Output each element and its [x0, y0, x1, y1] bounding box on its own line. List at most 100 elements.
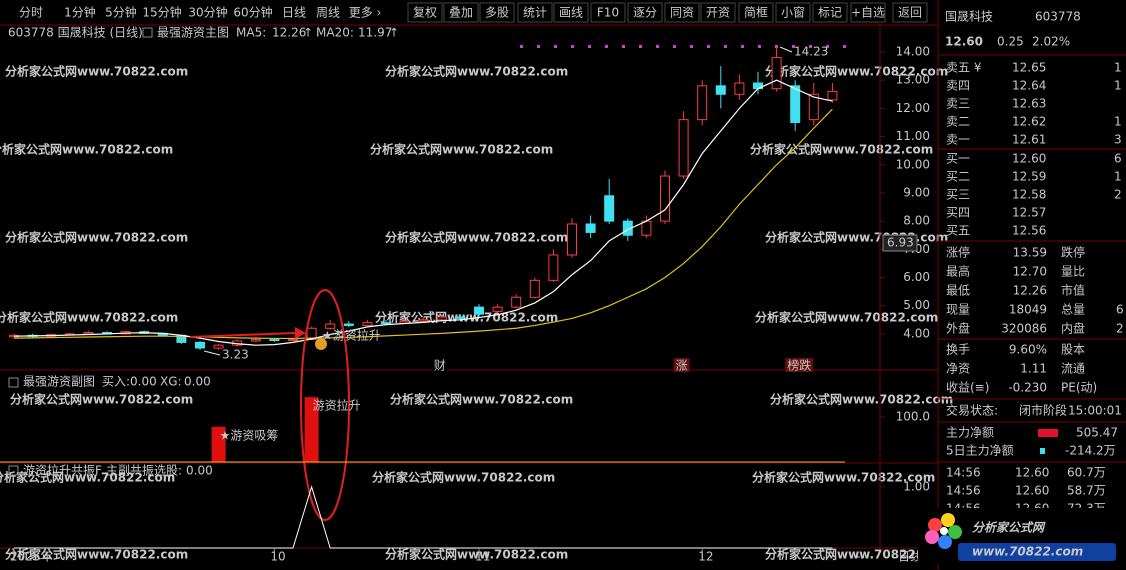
- toolbar-button[interactable]: [443, 2, 479, 23]
- candle-body: [790, 85, 801, 123]
- candle-body: [83, 332, 94, 335]
- candle-body: [269, 339, 280, 342]
- candle-body: [492, 306, 503, 312]
- logo-url-bg: [958, 543, 1116, 561]
- watermark: 分析家公式网www.70822.com: [0, 142, 173, 157]
- toolbar-button-label[interactable]: 叠加: [449, 6, 473, 20]
- period-tab[interactable]: 15分钟: [142, 5, 181, 20]
- highlight-ring: [300, 289, 350, 521]
- watermark: 分析家公式网www.70822.com: [755, 310, 938, 325]
- stock-name: 国晟科技: [945, 10, 993, 24]
- watermark: 分析家公式网www.70822.com: [0, 470, 175, 485]
- signal-label: ★游资拉升: [322, 328, 381, 343]
- signal-bar: [304, 397, 319, 462]
- y-tick-label: 10.00: [896, 157, 930, 171]
- icon: [142, 27, 153, 38]
- y-tick-label: 1.00: [903, 479, 930, 493]
- toolbar-button-label[interactable]: 返回: [898, 6, 922, 20]
- ma5-arrow: ↑: [303, 26, 313, 40]
- ma20-value: 11.97: [358, 26, 392, 40]
- toolbar-button-label[interactable]: 复权: [413, 6, 437, 20]
- logo-url: www.70822.com: [972, 545, 1083, 559]
- toolbar-button[interactable]: [407, 2, 443, 23]
- toolbar-button-label[interactable]: 逐分: [633, 6, 657, 20]
- toolbar-button[interactable]: [517, 2, 553, 23]
- book-volume: 6: [1114, 152, 1122, 166]
- candle-body: [715, 85, 726, 95]
- resonance-line: [14, 485, 833, 549]
- stat-value: 13.59: [1013, 246, 1047, 260]
- watermark: 分析家公式网www.70822.com: [385, 230, 568, 245]
- stat-value: 9.60%: [1009, 343, 1047, 357]
- logo-petal: [938, 535, 952, 549]
- stat-label: 最高: [946, 264, 970, 279]
- book-volume: 1: [1114, 170, 1122, 184]
- period-tab[interactable]: 30分钟: [188, 5, 227, 20]
- toolbar-button[interactable]: [700, 2, 736, 23]
- toolbar-button-label[interactable]: 画线: [559, 6, 583, 20]
- period-tab[interactable]: 周线: [316, 6, 340, 20]
- period-tab[interactable]: 1分钟: [64, 5, 96, 20]
- high-label: 14.23: [794, 45, 828, 59]
- watermark: 分析家公式网www.70822.com: [752, 470, 935, 485]
- stat-value: 12.70: [1013, 265, 1047, 279]
- toolbar-button[interactable]: [812, 2, 848, 23]
- book-label: 卖二: [946, 115, 970, 129]
- toolbar-button-label[interactable]: 统计: [523, 6, 547, 20]
- candle-body: [567, 223, 577, 256]
- candle-body: [548, 254, 559, 281]
- toolbar-button-label[interactable]: 简框: [744, 6, 768, 20]
- toolbar-button[interactable]: [664, 2, 700, 23]
- ma-line: [13, 79, 833, 346]
- signal-dot: [826, 45, 829, 48]
- flow-label: 主力净额: [946, 426, 994, 440]
- logo-petal: [925, 530, 939, 544]
- logo-petal: [948, 525, 962, 539]
- y-tick-label: 13.00: [896, 73, 930, 87]
- signal-dot: [758, 45, 761, 48]
- toolbar-button[interactable]: [775, 2, 811, 23]
- ma5-value: 12.26: [272, 26, 306, 40]
- signal-dot: [605, 45, 608, 48]
- toolbar-button-label[interactable]: 多股: [485, 6, 509, 20]
- flow-bar: [1038, 429, 1058, 437]
- change: 0.25: [997, 35, 1024, 49]
- period-tab[interactable]: 5分钟: [105, 5, 137, 20]
- stat-value: 320086: [1001, 322, 1047, 336]
- toolbar-button-label[interactable]: 开资: [706, 6, 730, 20]
- watermark: 分析家公式网www.70822.com: [750, 142, 933, 157]
- signal-dot: [690, 45, 693, 48]
- period-tab[interactable]: 分时: [19, 6, 43, 20]
- period-tab[interactable]: 日线: [282, 6, 306, 20]
- candle-body: [250, 339, 261, 342]
- candle-body: [660, 175, 670, 222]
- signal-bar: [211, 426, 226, 462]
- y-tick-label: 14.00: [896, 44, 930, 58]
- book-price: 12.58: [1012, 188, 1046, 202]
- book-label: 买二: [946, 170, 970, 184]
- toolbar-button[interactable]: [892, 2, 928, 23]
- toolbar-button-label[interactable]: 标记: [818, 6, 842, 20]
- book-volume: 3: [1114, 133, 1122, 147]
- trade-price: 12.60: [1015, 466, 1049, 480]
- candle-body: [362, 322, 373, 326]
- watermark: 分析家公式网www.70822.com: [770, 392, 953, 407]
- signal-bar-label: ★游资吸筹: [220, 428, 279, 442]
- candle-body: [604, 195, 615, 222]
- toolbar-button[interactable]: [479, 2, 515, 23]
- status-period[interactable]: 日线: [898, 550, 922, 564]
- toolbar-button[interactable]: [850, 2, 886, 23]
- toolbar-button-label[interactable]: 小窗: [781, 6, 805, 20]
- toolbar-button[interactable]: [738, 2, 774, 23]
- period-tab[interactable]: 60分钟: [233, 5, 272, 20]
- toolbar-button[interactable]: [627, 2, 663, 23]
- toolbar-button-label[interactable]: F10: [597, 6, 619, 20]
- toolbar-button-label[interactable]: +自选: [851, 6, 885, 20]
- candle-body: [195, 341, 205, 349]
- stat-label: 内盘: [1061, 321, 1085, 336]
- toolbar-button[interactable]: [590, 2, 626, 23]
- period-tab[interactable]: 更多 ›: [349, 6, 382, 20]
- toolbar-button[interactable]: [553, 2, 589, 23]
- toolbar-button-label[interactable]: 同资: [670, 6, 694, 20]
- ma5-label: MA5:: [236, 26, 266, 40]
